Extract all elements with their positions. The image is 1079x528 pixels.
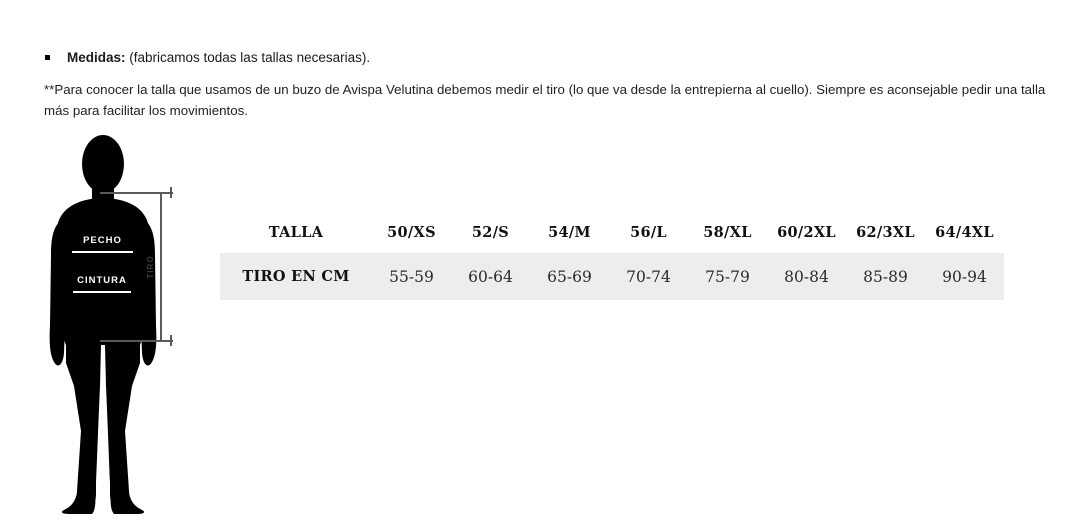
size-table-header-row: TALLA 50/XS 52/S 54/M 56/L 58/XL 60/2XL …	[220, 211, 1004, 253]
size-table-header-50xs: 50/XS	[387, 223, 436, 241]
rise-measure-cap-top	[100, 192, 173, 194]
silhouette-arm-left	[49, 221, 67, 366]
silhouette-torso	[57, 198, 149, 345]
rise-row-label: TIRO EN CM	[220, 253, 372, 300]
silhouette-arm-right	[139, 221, 157, 366]
size-table: TALLA 50/XS 52/S 54/M 56/L 58/XL 60/2XL …	[220, 211, 1004, 300]
size-table-header-56l: 56/L	[630, 223, 667, 241]
rise-measure-tick-top	[170, 187, 172, 198]
silhouette-head	[82, 135, 124, 193]
waist-measure-line	[73, 291, 131, 293]
rise-value-cell: 80-84	[767, 253, 846, 300]
body-measurement-figure: PECHO CINTURA TIRO	[0, 0, 220, 528]
size-table-header-talla: TALLA	[268, 223, 324, 241]
rise-measure-tick-bottom	[170, 335, 172, 346]
silhouette-foot-right	[110, 493, 145, 514]
rise-value-cell: 55-59	[372, 253, 451, 300]
chest-measure-line	[72, 251, 133, 253]
size-table-rise-row: TIRO EN CM 55-59 60-64 65-69 70-74 75-79…	[220, 253, 1004, 300]
rise-value-cell: 85-89	[846, 253, 925, 300]
size-table-header-58xl: 58/XL	[703, 223, 752, 241]
rise-value-cell: 70-74	[609, 253, 688, 300]
size-table-header-54m: 54/M	[548, 223, 591, 241]
measures-bullet-item: Medidas: (fabricamos todas las tallas ne…	[45, 50, 370, 66]
size-table-header-644xl: 64/4XL	[935, 223, 994, 241]
silhouette-leg-right	[105, 343, 140, 510]
rise-label: TIRO	[146, 255, 155, 279]
bullet-square-icon	[45, 55, 50, 60]
silhouette-foot-left	[61, 493, 96, 514]
size-table-header-623xl: 62/3XL	[856, 223, 915, 241]
measures-text: Medidas: (fabricamos todas las tallas ne…	[67, 50, 370, 66]
rise-value-cell: 60-64	[451, 253, 530, 300]
size-table-header-602xl: 60/2XL	[777, 223, 836, 241]
silhouette-leg-left	[66, 343, 101, 510]
rise-value-cell: 75-79	[688, 253, 767, 300]
measures-label: Medidas:	[67, 50, 126, 65]
size-table-header-52s: 52/S	[471, 223, 510, 241]
rise-value-cell: 90-94	[925, 253, 1004, 300]
waist-label: CINTURA	[77, 275, 127, 286]
chest-label: PECHO	[83, 235, 122, 246]
rise-value-cell: 65-69	[530, 253, 609, 300]
measures-note: (fabricamos todas las tallas necesarias)…	[125, 50, 371, 65]
rise-measure-cap-bottom	[100, 340, 173, 342]
sizing-instructions-paragraph: **Para conocer la talla que usamos de un…	[44, 82, 1046, 118]
body-silhouette	[49, 135, 157, 514]
rise-measure-line	[160, 193, 162, 341]
